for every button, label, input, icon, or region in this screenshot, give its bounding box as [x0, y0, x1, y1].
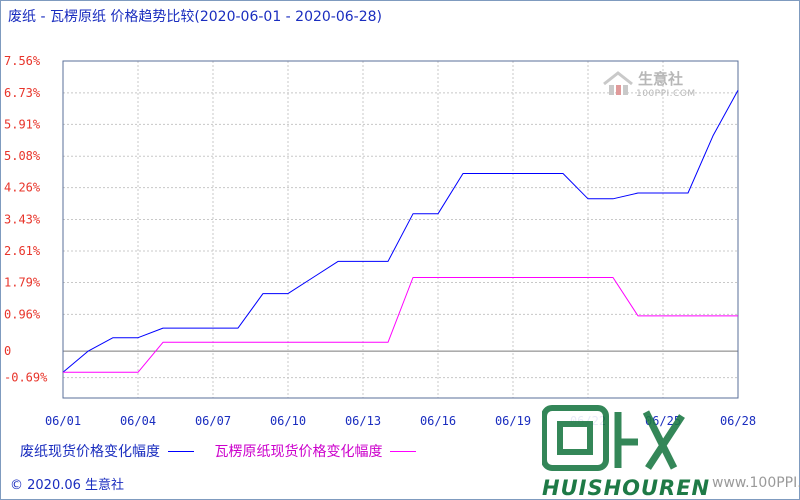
legend-label-series-2: 瓦楞原纸现货价格变化幅度 [214, 444, 383, 460]
footer-copyright: © 2020.06 生意社 [10, 478, 125, 493]
y-tick-label: 0 [4, 344, 11, 358]
watermark-brand: HUISHOUREN [542, 476, 711, 500]
legend-label-series-1: 废纸现货价格变化幅度 [20, 444, 160, 460]
plot-border [62, 60, 739, 399]
y-tick-label: 5.91% [4, 117, 41, 131]
legend-item-series-2: 瓦楞原纸现货价格变化幅度 [214, 441, 417, 461]
axes [62, 60, 739, 399]
recycle-logo-icon: 回收 [542, 405, 685, 471]
series-lines [62, 89, 739, 373]
watermark-top-url: 100PPI.COM [636, 89, 696, 99]
y-tick-label: 2.61% [4, 244, 41, 258]
series-line-1 [62, 89, 739, 373]
y-tick-label: 3.43% [4, 213, 41, 227]
x-tick-label: 06/19 [495, 414, 531, 428]
y-tick-label: 0.96% [4, 307, 41, 321]
x-tick-label: 06/28 [720, 414, 756, 428]
x-tick-label: 06/16 [420, 414, 456, 428]
grid [62, 60, 739, 398]
x-tick-label: 06/07 [195, 414, 231, 428]
y-tick-label: 5.08% [4, 149, 41, 163]
legend-swatch-series-1 [168, 450, 194, 452]
y-tick-label: 7.56% [4, 54, 41, 68]
watermark-url: www.100PPI.com [712, 475, 800, 491]
y-tick-label: 1.79% [4, 275, 41, 289]
y-tick-labels: 7.56% 6.73% 5.91% 5.08% 4.26% 3.43% 2.61% 1.79%… [4, 54, 48, 385]
series-line-2 [63, 277, 738, 373]
y-tick-label: 6.73% [4, 86, 41, 100]
watermark-logo-top: 生意社 100PPI.COM [602, 68, 712, 108]
y-tick-label: 4.26% [4, 181, 41, 195]
y-tick-label: -0.69% [4, 371, 48, 385]
x-tick-label: 06/04 [120, 414, 156, 428]
chart-title: 废纸 - 瓦楞原纸 价格趋势比较(2020-06-01 - 2020-06-28… [8, 9, 383, 25]
legend-swatch-series-2 [390, 450, 417, 452]
watermark-huishouren: 回收 HUISHOUREN www.100PPI.com [532, 398, 800, 500]
house-logo-icon [603, 71, 633, 95]
x-tick-label: 06/10 [270, 414, 306, 428]
watermark-top-text: 生意社 [638, 70, 684, 88]
legend-item-series-1: 废纸现货价格变化幅度 [20, 441, 194, 461]
x-tick-label: 06/13 [345, 414, 381, 428]
legend: 废纸现货价格变化幅度 瓦楞原纸现货价格变化幅度 [20, 441, 432, 461]
x-tick-label: 06/01 [45, 414, 81, 428]
